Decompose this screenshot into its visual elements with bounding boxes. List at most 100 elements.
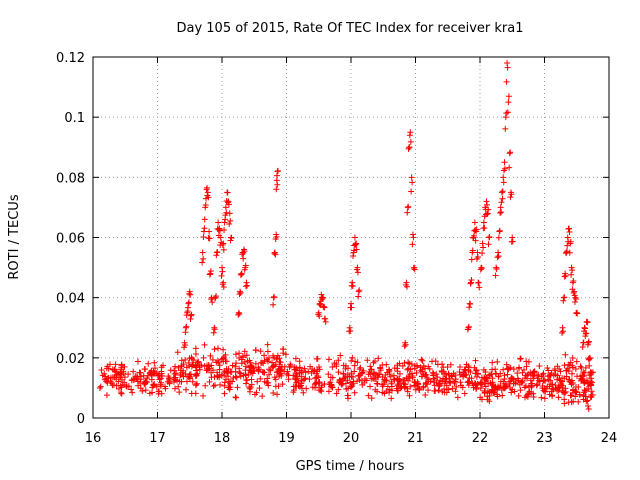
baseline-point: [192, 382, 199, 389]
roti-point: [410, 234, 417, 241]
roti-point: [274, 181, 281, 188]
baseline-point: [210, 383, 217, 390]
baseline-point: [221, 390, 228, 397]
baseline-point: [274, 391, 281, 398]
roti-point: [405, 203, 412, 210]
baseline-point: [261, 352, 268, 359]
baseline-point: [365, 392, 372, 399]
baseline-point: [554, 388, 561, 395]
baseline-point: [547, 372, 554, 379]
baseline-point: [208, 369, 215, 376]
baseline-point: [273, 369, 280, 376]
baseline-point: [399, 363, 406, 370]
roti-point: [271, 293, 278, 300]
x-tick-label: 18: [214, 431, 231, 446]
baseline-point: [232, 368, 239, 375]
baseline-point: [506, 365, 513, 372]
baseline-point: [209, 356, 216, 363]
baseline-point: [248, 364, 255, 371]
baseline-point: [519, 369, 526, 376]
roti-point: [188, 311, 195, 318]
roti-point: [508, 238, 515, 245]
baseline-point: [101, 370, 108, 377]
baseline-point: [538, 394, 545, 401]
baseline-point: [149, 389, 156, 396]
baseline-point: [439, 361, 446, 368]
baseline-point: [562, 388, 569, 395]
baseline-point: [583, 398, 590, 405]
roti-point: [408, 188, 415, 195]
baseline-point: [567, 359, 574, 366]
roti-point: [351, 234, 358, 241]
baseline-point: [549, 385, 556, 392]
baseline-point: [220, 346, 227, 353]
baseline-point: [342, 365, 349, 372]
baseline-point: [232, 394, 239, 401]
roti-point: [470, 234, 477, 241]
baseline-point: [548, 370, 555, 377]
roti-point: [200, 255, 207, 262]
baseline-point: [534, 381, 541, 388]
baseline-point: [374, 372, 381, 379]
x-tick-labels: 16 17 18 19 20 21 22 23 24: [85, 431, 618, 446]
baseline-point: [351, 362, 358, 369]
baseline-point: [474, 371, 481, 378]
baseline-point: [559, 375, 566, 382]
baseline-point: [219, 355, 226, 362]
baseline-point: [336, 376, 343, 383]
baseline-point: [172, 363, 179, 370]
roti-point: [222, 212, 229, 219]
roti-point: [188, 312, 195, 319]
baseline-point: [533, 382, 540, 389]
roti-point: [569, 279, 576, 286]
roti-point: [315, 311, 322, 318]
baseline-point: [242, 363, 249, 370]
baseline-point: [404, 385, 411, 392]
baseline-point: [118, 362, 125, 369]
baseline-point: [579, 373, 586, 380]
baseline-point: [436, 382, 443, 389]
roti-point: [356, 287, 363, 294]
baseline-point: [415, 385, 422, 392]
roti-point: [240, 249, 247, 256]
baseline-point: [125, 383, 132, 390]
roti-point: [505, 93, 512, 100]
baseline-point: [236, 365, 243, 372]
baseline-point: [313, 355, 320, 362]
roti-point: [469, 247, 476, 254]
roti-point: [562, 272, 569, 279]
baseline-point: [561, 390, 568, 397]
baseline-point: [311, 367, 318, 374]
roti-point: [199, 249, 206, 256]
roti-point: [217, 234, 224, 241]
x-axis-label: GPS time / hours: [296, 459, 405, 474]
baseline-point: [292, 375, 299, 382]
baseline-point: [275, 373, 282, 380]
baseline-point: [461, 366, 468, 373]
baseline-point: [207, 352, 214, 359]
baseline-point: [504, 371, 511, 378]
baseline-point: [171, 371, 178, 378]
roti-point: [486, 234, 493, 241]
baseline-point: [274, 352, 281, 359]
baseline-point: [151, 359, 158, 366]
baseline-point: [407, 383, 414, 390]
baseline-point: [340, 370, 347, 377]
roti-point: [408, 174, 415, 181]
baseline-point: [142, 387, 149, 394]
roti-point: [509, 234, 516, 241]
baseline-point: [234, 384, 241, 391]
baseline-point: [394, 368, 401, 375]
baseline-point: [440, 364, 447, 371]
baseline-point: [408, 370, 415, 377]
roti-point: [219, 268, 226, 275]
baseline-point: [338, 381, 345, 388]
baseline-point: [177, 372, 184, 379]
baseline-point: [276, 365, 283, 372]
baseline-point: [204, 362, 211, 369]
roti-point: [353, 266, 360, 273]
roti-point: [208, 296, 215, 303]
baseline-point: [257, 375, 264, 382]
baseline-point: [447, 379, 454, 386]
